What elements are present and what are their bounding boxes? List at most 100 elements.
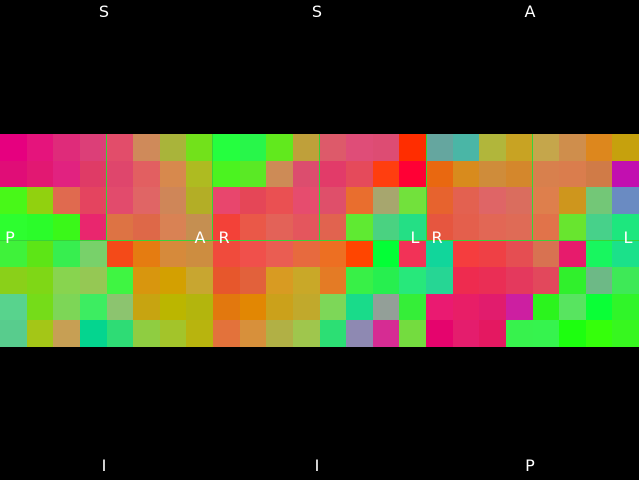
mosaic-tile xyxy=(53,160,80,188)
mosaic-tile xyxy=(159,160,187,188)
mosaic-tile xyxy=(532,213,560,241)
mosaic-tile xyxy=(532,293,560,321)
mosaic-tile xyxy=(53,213,80,241)
mosaic-tile xyxy=(612,320,639,347)
mosaic-tile xyxy=(532,134,560,161)
mosaic-tile xyxy=(26,267,54,294)
mosaic-tile xyxy=(479,213,506,241)
mosaic-tile xyxy=(559,160,586,188)
mosaic-tile xyxy=(133,267,160,294)
mosaic-tile xyxy=(186,160,213,188)
mosaic-tile xyxy=(346,320,373,347)
mosaic-tile xyxy=(53,240,80,268)
mosaic-tile xyxy=(372,267,400,294)
mosaic-tile xyxy=(159,240,187,268)
mosaic-tile xyxy=(266,187,293,214)
mosaic-tile xyxy=(612,187,639,214)
mosaic-tile xyxy=(239,293,267,321)
mosaic-tile xyxy=(319,293,347,321)
mosaic-tile xyxy=(612,240,639,268)
mosaic-tile xyxy=(505,213,533,241)
mosaic-tile xyxy=(452,320,480,347)
mosaic-tile xyxy=(532,240,560,268)
mosaic-tile xyxy=(559,320,586,347)
mosaic-tile xyxy=(106,240,134,268)
bottom-label-3: P xyxy=(525,456,535,475)
mosaic-tile xyxy=(452,160,480,188)
mosaic-tile xyxy=(79,320,107,347)
mosaic-tile xyxy=(585,187,613,214)
mosaic-tile xyxy=(239,320,267,347)
mosaic-tile xyxy=(106,187,134,214)
mosaic-tile xyxy=(292,213,320,241)
top-label-3: A xyxy=(524,2,536,21)
mosaic-tile xyxy=(426,320,453,347)
mosaic-tile xyxy=(346,267,373,294)
mosaic-tile xyxy=(372,187,400,214)
mosaic-tile xyxy=(106,160,134,188)
mosaic-tile xyxy=(213,293,240,321)
mosaic-tile xyxy=(372,134,400,161)
bottom-label-1: I xyxy=(101,456,107,475)
mosaic-tile xyxy=(372,293,400,321)
mosaic-tile xyxy=(26,293,54,321)
mosaic-tile xyxy=(585,240,613,268)
mosaic-tile xyxy=(0,320,27,347)
mosaic-tile xyxy=(292,293,320,321)
mosaic-tile xyxy=(292,134,320,161)
mosaic-tile xyxy=(213,267,240,294)
mosaic-tile xyxy=(133,134,160,161)
mosaic-tile xyxy=(532,267,560,294)
mosaic-tile xyxy=(266,293,293,321)
mosaic-tile xyxy=(479,187,506,214)
mosaic-tile xyxy=(106,267,134,294)
mosaic-tile xyxy=(266,320,293,347)
bottom-label-2: I xyxy=(314,456,320,475)
mosaic-tile xyxy=(452,267,480,294)
mosaic-tile xyxy=(452,240,480,268)
mosaic-tile xyxy=(79,240,107,268)
mosaic-tile xyxy=(426,213,453,241)
mosaic-tile xyxy=(585,267,613,294)
mosaic-tile xyxy=(159,187,187,214)
middle-label-1: P xyxy=(5,228,15,247)
mosaic-tile xyxy=(319,134,347,161)
mosaic-tile xyxy=(292,187,320,214)
mosaic-tile xyxy=(159,293,187,321)
mosaic-tile xyxy=(53,187,80,214)
mosaic-tile xyxy=(292,267,320,294)
mosaic-tile xyxy=(585,160,613,188)
mosaic-tile xyxy=(79,187,107,214)
mosaic-tile xyxy=(452,134,480,161)
mosaic-tile xyxy=(213,240,240,268)
mosaic-tile xyxy=(26,213,54,241)
mosaic-tile xyxy=(133,240,160,268)
middle-label-5: R xyxy=(431,228,443,247)
mosaic-tile xyxy=(612,213,639,241)
mosaic-tile xyxy=(106,320,134,347)
mosaic-tile xyxy=(399,134,426,161)
mosaic-tile xyxy=(479,134,506,161)
mosaic-tile xyxy=(532,320,560,347)
mosaic-tile xyxy=(612,134,639,161)
mosaic-tile xyxy=(159,320,187,347)
middle-label-6: L xyxy=(623,228,633,247)
mosaic-tile xyxy=(159,213,187,241)
mosaic-tile xyxy=(266,240,293,268)
mosaic-tile xyxy=(399,293,426,321)
mosaic-tile xyxy=(426,293,453,321)
mosaic-tile xyxy=(399,240,426,268)
top-label-2: S xyxy=(311,2,323,21)
mosaic-tile xyxy=(106,293,134,321)
mosaic-tile xyxy=(559,293,586,321)
mosaic-tile xyxy=(0,213,27,241)
mosaic-tile xyxy=(399,160,426,188)
mosaic-tile xyxy=(505,187,533,214)
mosaic-tile xyxy=(159,134,187,161)
mosaic-tile xyxy=(585,134,613,161)
mosaic-tile xyxy=(239,134,267,161)
mosaic-tile xyxy=(479,267,506,294)
mosaic-tile xyxy=(79,293,107,321)
mosaic-tile xyxy=(292,240,320,268)
mosaic-tile xyxy=(399,187,426,214)
